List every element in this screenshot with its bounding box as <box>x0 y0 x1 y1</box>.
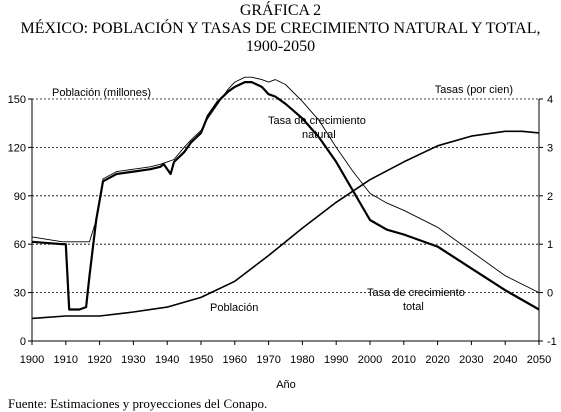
annotation-total-line2: total <box>403 301 424 313</box>
chart-subtitle: MÉXICO: POBLACIÓN Y TASAS DE CRECIMIENTO… <box>20 20 541 37</box>
series-group <box>31 76 540 320</box>
y-right-tick-label: 4 <box>547 94 553 106</box>
x-axis-label: Año <box>276 379 296 391</box>
x-tick-label: 1980 <box>290 354 314 366</box>
x-tick-label: 2020 <box>425 354 449 366</box>
x-tick-label: 1900 <box>20 354 44 366</box>
x-tick-label: 1990 <box>324 354 348 366</box>
x-tick-label: 1940 <box>155 354 179 366</box>
gridlines <box>32 98 539 294</box>
tick-labels: 0 30 60 90 120 150 -1 0 1 2 3 4 1900 1910 1920 1930 1940… <box>8 94 557 366</box>
x-tick-label: 2000 <box>358 354 382 366</box>
x-tick-label: 2010 <box>392 354 416 366</box>
x-tick-label: 1910 <box>54 354 78 366</box>
x-tick-label: 1930 <box>121 354 145 366</box>
y-right-tick-label: 0 <box>547 288 553 300</box>
series-line-tasa-total <box>31 80 540 311</box>
annotation-total-line1: Tasa de crecimiento <box>367 287 465 299</box>
chart-title: GRÁFICA 2 <box>239 2 322 19</box>
annotation-poblacion: Población <box>210 302 258 314</box>
y-left-tick-label: 90 <box>14 191 26 203</box>
y-right-tick-label: -1 <box>547 336 557 348</box>
y-right-tick-label: 3 <box>547 142 553 154</box>
y-right-tick-label: 1 <box>547 239 553 251</box>
x-tick-label: 2040 <box>493 354 517 366</box>
y-right-tick-label: 2 <box>547 191 553 203</box>
x-tick-label: 1970 <box>256 354 280 366</box>
source-note: Fuente: Estimaciones y proyecciones del … <box>8 396 268 411</box>
x-tick-label: 2030 <box>459 354 483 366</box>
y-axis-right-label: Tasas (por cien) <box>435 84 513 96</box>
x-tick-label: 1920 <box>87 354 111 366</box>
x-tick-label: 1950 <box>189 354 213 366</box>
x-tick-label: 1960 <box>223 354 247 366</box>
y-left-tick-label: 30 <box>14 288 26 300</box>
series-line-tasa-natural <box>31 76 540 294</box>
y-left-tick-label: 150 <box>8 94 26 106</box>
x-tick-label: 2050 <box>527 354 551 366</box>
chart-subtitle-period: 1900-2050 <box>245 38 316 55</box>
annotation-natural-line2: natural <box>302 129 336 141</box>
y-left-tick-label: 120 <box>8 142 26 154</box>
series-line-poblacion <box>31 130 540 320</box>
y-axis-left-label: Población (millones) <box>52 87 151 99</box>
y-left-tick-label: 0 <box>20 336 26 348</box>
y-left-tick-label: 60 <box>14 239 26 251</box>
axes <box>28 98 543 345</box>
annotation-natural-line1: Tasa de crecimiento <box>268 115 366 127</box>
